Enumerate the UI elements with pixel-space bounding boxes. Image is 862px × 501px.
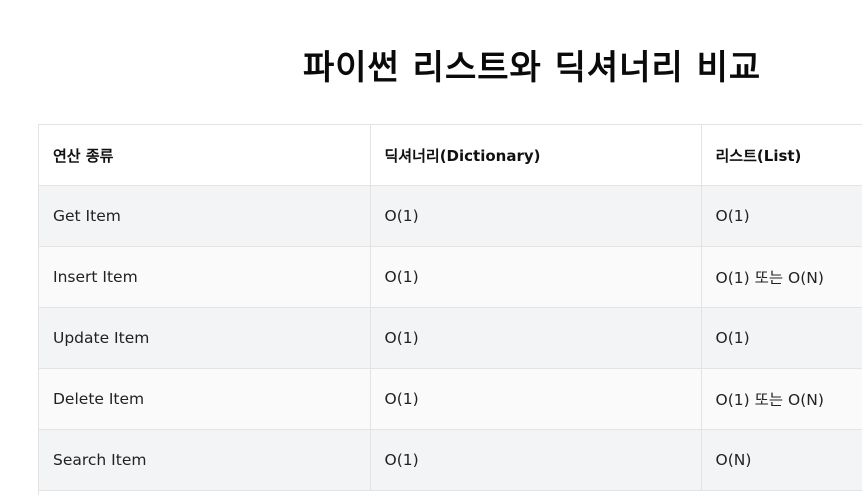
dictionary-complexity-cell: O(1) [370, 429, 702, 491]
operation-cell: Update Item [39, 307, 371, 369]
operation-cell: Get Item [39, 185, 371, 247]
dictionary-complexity-cell: O(1) [370, 185, 702, 247]
list-complexity-cell: O(1) 또는 O(N) [701, 246, 862, 308]
table-row-update-item: Update Item O(1) O(1) [39, 307, 862, 369]
dictionary-complexity-cell: O(1) [370, 307, 702, 369]
table-row-delete-item: Delete Item O(1) O(1) 또는 O(N) [39, 368, 862, 430]
header-dictionary: 딕셔너리(Dictionary) [370, 125, 702, 186]
operation-cell: Delete Item [39, 368, 371, 430]
list-complexity-cell: O(1) [701, 185, 862, 247]
table-row-get-item: Get Item O(1) O(1) [39, 185, 862, 247]
dictionary-complexity-cell: O(1) [370, 368, 702, 430]
table-row-search-item: Search Item O(1) O(N) [39, 429, 862, 491]
operation-cell: Insert Item [39, 246, 371, 308]
comparison-table: 연산 종류 딕셔너리(Dictionary) 리스트(List) Get Ite… [39, 125, 862, 491]
list-complexity-cell: O(1) 또는 O(N) [701, 368, 862, 430]
table-row-insert-item: Insert Item O(1) O(1) 또는 O(N) [39, 246, 862, 308]
header-list: 리스트(List) [701, 125, 862, 186]
table-header-row: 연산 종류 딕셔너리(Dictionary) 리스트(List) [39, 125, 862, 186]
dictionary-complexity-cell: O(1) [370, 246, 702, 308]
list-complexity-cell: O(1) [701, 307, 862, 369]
page-title: 파이썬 리스트와 딕셔너리 비교 [303, 48, 762, 88]
operation-cell: Search Item [39, 429, 371, 491]
comparison-table-container: 연산 종류 딕셔너리(Dictionary) 리스트(List) Get Ite… [38, 124, 862, 495]
list-complexity-cell: O(N) [701, 429, 862, 491]
header-operation-type: 연산 종류 [39, 125, 371, 186]
